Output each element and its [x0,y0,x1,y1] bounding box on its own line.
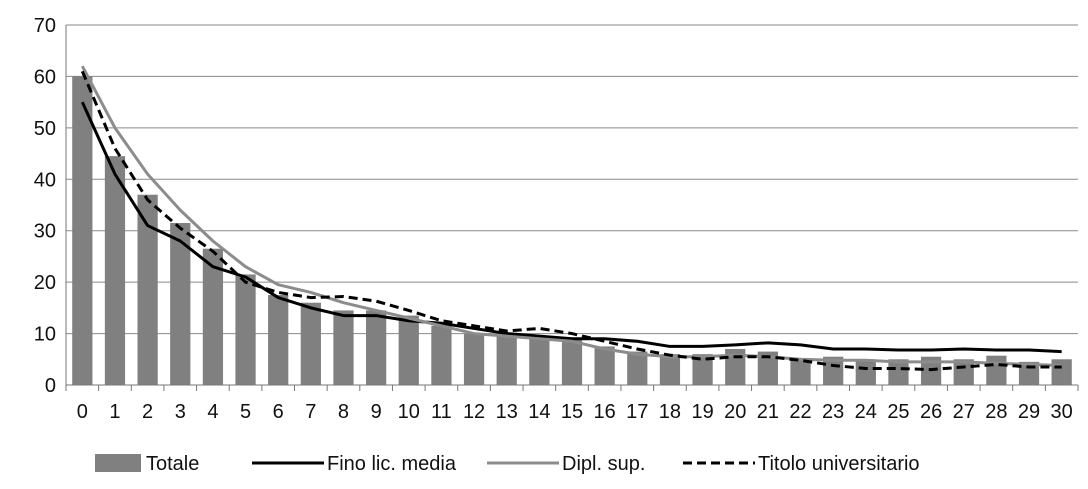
x-tick-label: 5 [240,401,251,423]
bar [268,295,289,385]
x-tick-label: 1 [109,401,120,423]
bar-layer [72,76,1072,385]
bar [398,315,419,385]
bar [594,346,615,385]
bar [986,355,1007,385]
bar [855,359,876,385]
y-tick-label: 40 [34,169,56,191]
bar [823,356,844,385]
legend-swatch-bar [95,454,141,472]
x-tick-label: 27 [953,401,975,423]
x-tick-label: 12 [463,401,485,423]
legend-layer: Totale Fino lic. media Dipl. sup. Titolo un… [95,453,920,475]
legend-label: Titolo universitario [758,453,920,475]
bar [888,359,909,385]
x-tick-label: 28 [985,401,1007,423]
x-tick-label: 22 [789,401,811,423]
x-tick-label: 8 [338,401,349,423]
bar [561,338,583,385]
x-tick-label: 17 [626,401,648,423]
y-tick-label: 20 [34,272,56,294]
x-tick-label: 24 [855,401,877,423]
x-tick-label: 6 [273,401,284,423]
legend-label: Totale [146,453,199,475]
x-tick-label: 14 [528,401,550,423]
bar [496,336,517,385]
bar [235,274,256,385]
bar [431,325,452,385]
y-tick-label: 60 [34,66,56,88]
bar [137,194,158,385]
x-tick-label: 30 [1051,401,1073,423]
bar [1051,359,1072,385]
x-tick-label: 25 [887,401,909,423]
x-tick-label: 16 [594,401,616,423]
x-tick-label: 9 [371,401,382,423]
bar [333,310,354,385]
bar [692,354,713,385]
y-tick-label: 50 [34,118,56,140]
bar [529,338,550,385]
x-tick-label: 2 [142,401,153,423]
bar [659,354,681,385]
line-series-fino-lic-media [80,101,1062,354]
x-tick-label: 15 [561,401,583,423]
line-series-dipl-sup [80,65,1062,367]
x-tick-label: 20 [724,401,746,423]
bar [463,333,485,385]
bar [757,351,778,385]
x-tick-label: 18 [659,401,681,423]
legend-label: Fino lic. media [327,453,457,475]
x-tick-label: 23 [822,401,844,423]
bar [627,351,648,385]
x-tick-label: 29 [1018,401,1040,423]
x-tick-label: 11 [431,401,452,423]
bar [300,302,321,385]
y-tick-label: 0 [45,375,56,397]
x-tick-label: 13 [496,401,518,423]
x-tick-label: 10 [398,401,420,423]
grid-layer [66,24,1078,335]
x-tick-label: 7 [305,401,316,423]
line-series-titolo-universitario [80,70,1062,372]
x-tick-label: 21 [757,401,779,423]
y-tick-label: 30 [34,221,56,243]
bar [202,248,224,385]
bar [366,310,387,385]
x-tick-label: 0 [77,401,88,423]
x-tick-label: 3 [175,401,186,423]
legend-label: Dipl. sup. [562,453,645,475]
bar [170,223,191,385]
y-tick-label: 70 [34,15,56,37]
y-tick-label: 10 [34,324,56,346]
bar [72,76,93,385]
x-tick-label: 26 [920,401,942,423]
bar [953,359,974,385]
x-tick-label: 19 [691,401,713,423]
line-layer [80,65,1062,372]
bar [790,359,811,385]
x-tick-label: 4 [207,401,218,423]
bar [104,156,126,385]
